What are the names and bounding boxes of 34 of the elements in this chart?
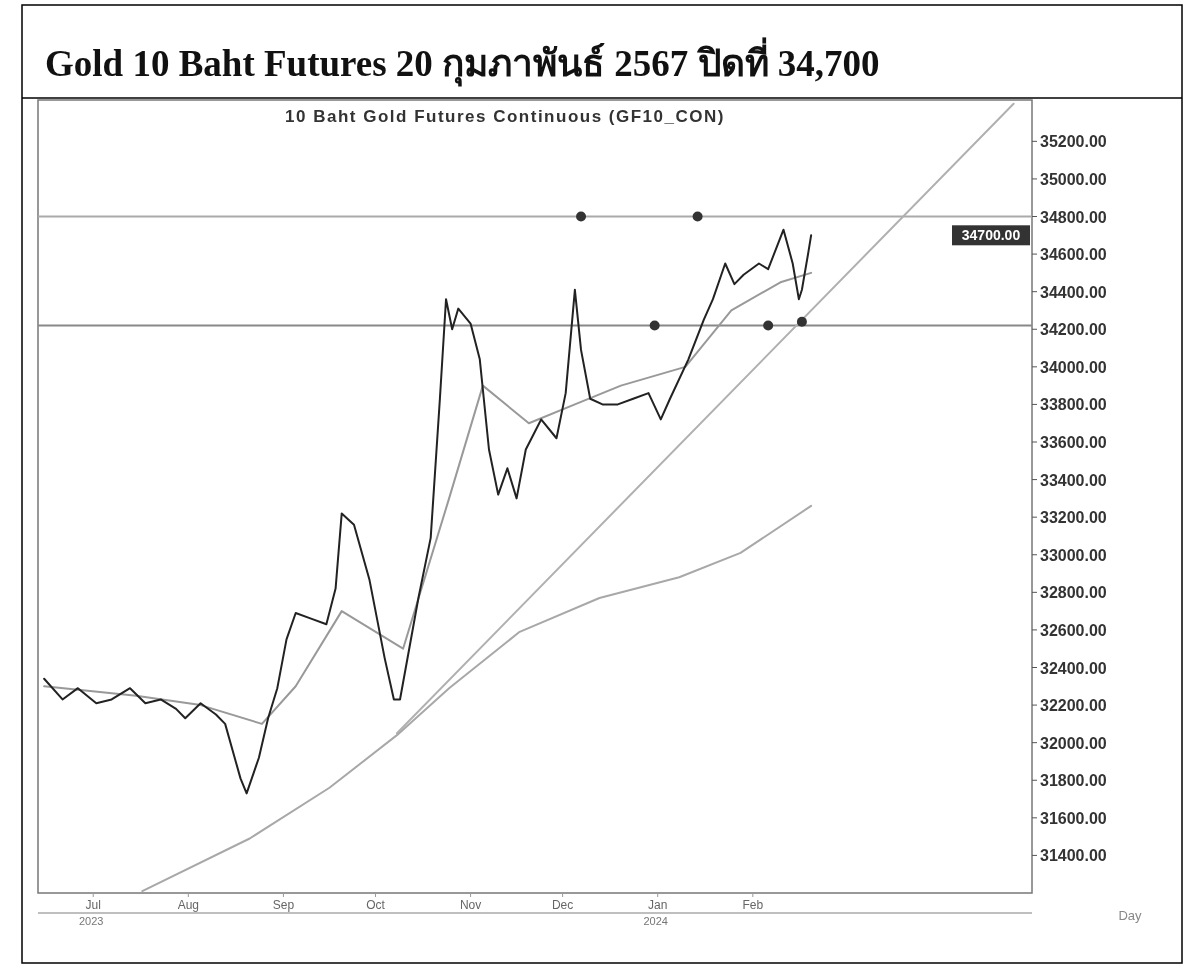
y-tick-label: 33800.00 <box>1040 396 1107 414</box>
y-tick-label: 34600.00 <box>1040 246 1107 264</box>
x-tick-label: Aug <box>177 898 200 912</box>
y-tick-label: 34400.00 <box>1040 283 1107 301</box>
y-tick-label: 33400.00 <box>1040 471 1107 489</box>
y-tick-label: 34000.00 <box>1040 358 1107 376</box>
y-tick-label: 31400.00 <box>1040 847 1107 865</box>
x-tick-label: Jul <box>85 898 101 912</box>
y-tick-label: 31600.00 <box>1040 809 1107 827</box>
y-tick-label: 32400.00 <box>1040 659 1107 677</box>
y-tick-label: 32800.00 <box>1040 584 1107 602</box>
y-tick-label: 33200.00 <box>1040 509 1107 527</box>
text: 2024 <box>643 915 668 927</box>
annotation: 34700.00 <box>961 227 1021 244</box>
y-tick-label: 35000.00 <box>1040 170 1107 188</box>
x-axis-title: Day <box>1118 908 1143 923</box>
x-tick-label: Sep <box>272 898 295 912</box>
y-tick-label: 33000.00 <box>1040 546 1107 564</box>
text: 2023 <box>78 915 104 927</box>
y-tick-label: 33600.00 <box>1040 434 1107 451</box>
y-tick-label: 32600.00 <box>1040 621 1107 639</box>
y-tick-label: 34200.00 <box>1040 321 1107 339</box>
x-tick-label: Dec <box>551 898 574 912</box>
y-tick-label: 32200.00 <box>1040 697 1107 715</box>
y-tick-label: 34800.00 <box>1040 208 1107 226</box>
y-tick-label: 32000.00 <box>1040 734 1107 752</box>
chart-title: Gold 10 Baht Futures 20 กุมภาพันธ์ 2567 ปิดที่ 34,700 <box>45 37 880 87</box>
chart-subtitle: 10 Baht Gold Futures Continuous (GF10_CON) <box>285 107 725 126</box>
x-tick-label: Nov <box>459 898 482 912</box>
x-tick-label: Jan <box>648 898 668 912</box>
y-tick-label: 35200.00 <box>1040 133 1107 151</box>
x-tick-label: Oct <box>366 898 386 912</box>
y-tick-label: 31800.00 <box>1040 772 1107 790</box>
x-tick-label: Feb <box>742 898 764 912</box>
